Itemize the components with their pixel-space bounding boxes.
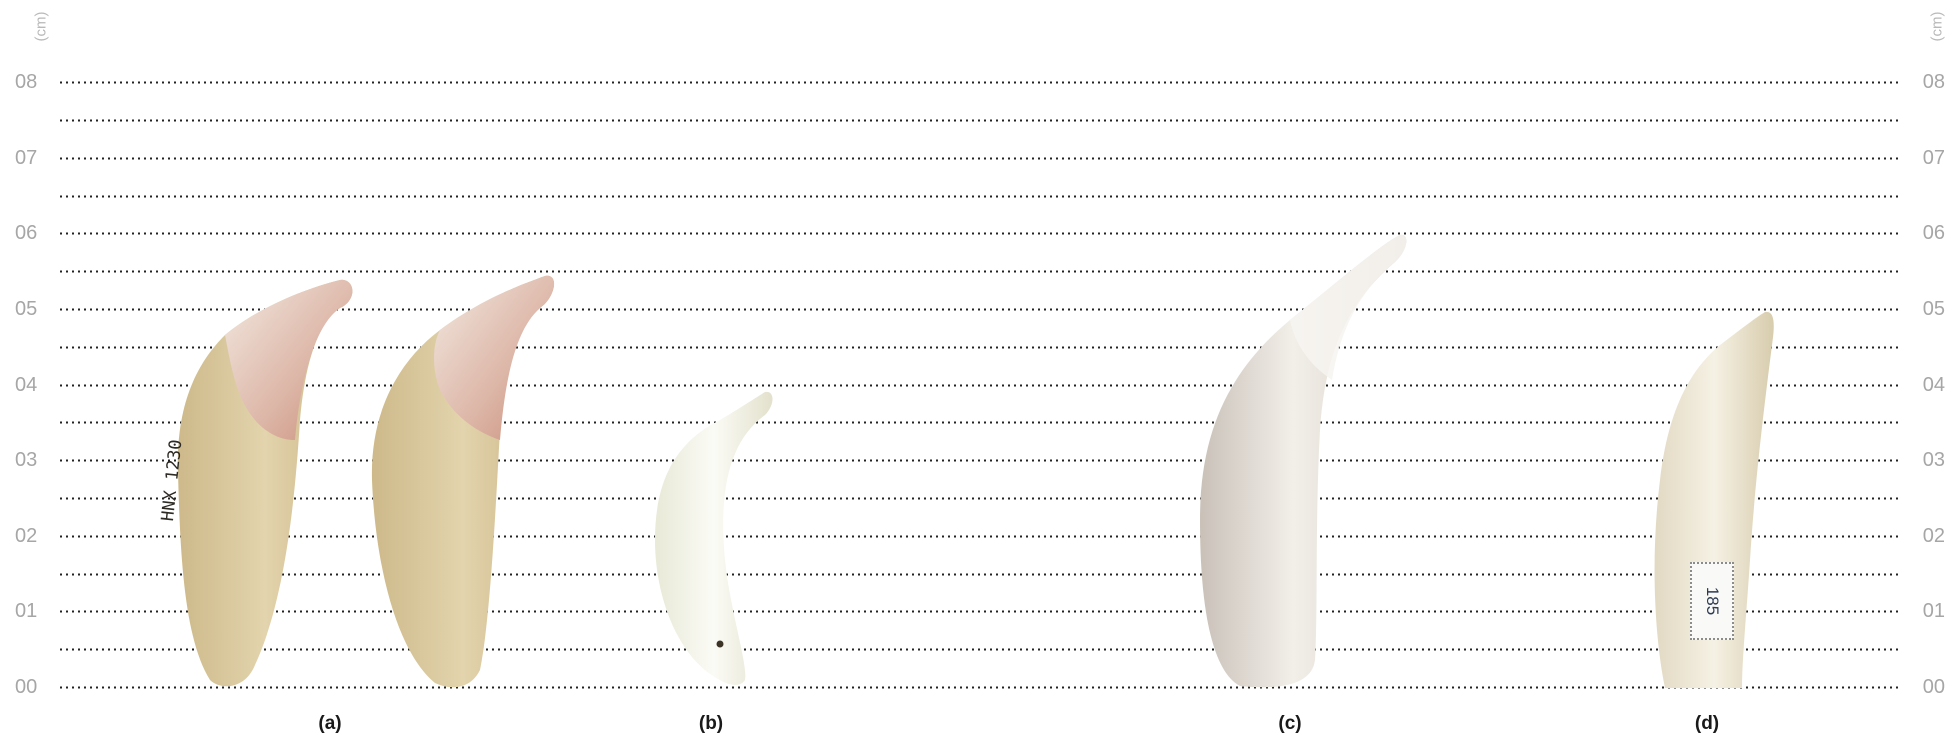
- caption-a: (a): [318, 713, 342, 734]
- tick-label-left: 04: [15, 373, 38, 396]
- tooth-a-right: [371, 275, 555, 688]
- tick-label-left: 03: [15, 449, 38, 472]
- tick-label-right: 02: [1922, 524, 1945, 547]
- tick-label-left: 01: [15, 600, 38, 623]
- caption-b: (b): [698, 713, 724, 734]
- caption-d: (d): [1694, 713, 1720, 734]
- tick-label-right: 04: [1922, 373, 1945, 396]
- tick-label-right: 01: [1922, 600, 1945, 623]
- specimen-d-tag-text: 185: [1703, 586, 1722, 616]
- tick-label-left: 05: [15, 298, 38, 320]
- tick-label-right: 06: [1922, 222, 1945, 245]
- tick-label-right: 08: [1922, 71, 1945, 94]
- caption-c: (c): [1278, 713, 1302, 734]
- tooth-a-left: [177, 279, 353, 687]
- tick-label-right: 05: [1922, 298, 1945, 320]
- tooth-c: [1200, 234, 1407, 688]
- tick-label-left: 02: [15, 524, 38, 547]
- tooth-b: [655, 391, 773, 685]
- tick-label-left: 06: [15, 222, 38, 245]
- tick-label-right: 07: [1922, 146, 1945, 169]
- tick-label-right: 00: [1922, 676, 1945, 698]
- tick-label-right: 03: [1922, 449, 1945, 472]
- tick-label-left: 08: [15, 71, 38, 94]
- tooth-d: [1654, 311, 1774, 688]
- specimen-d-tag: 185: [1690, 562, 1734, 640]
- tick-label-left: 00: [15, 676, 38, 698]
- tick-label-left: 07: [15, 146, 38, 169]
